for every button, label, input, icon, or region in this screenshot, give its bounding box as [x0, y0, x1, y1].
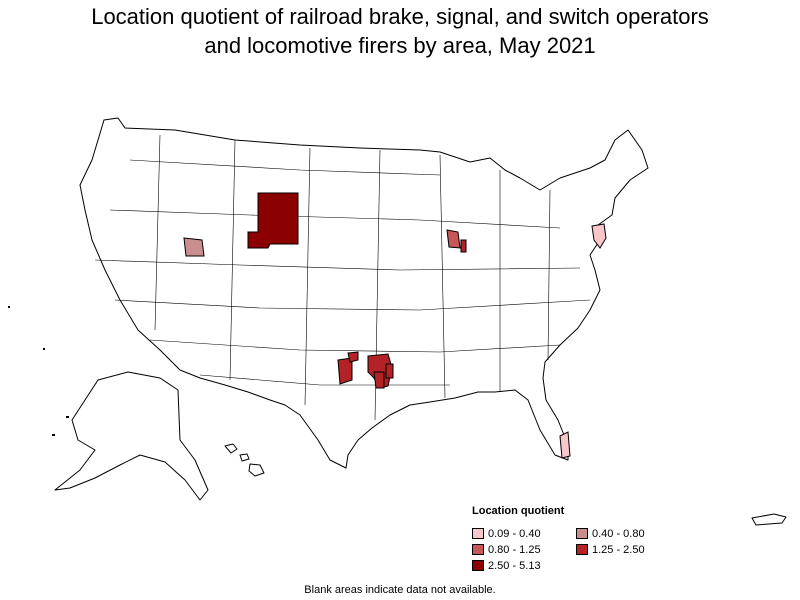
legend-item-3: 1.25 - 2.50 — [576, 543, 676, 556]
legend-label: 0.09 - 0.40 — [488, 527, 541, 540]
hawaii-island-1 — [224, 443, 238, 454]
area-north-texas-far-east — [385, 363, 394, 379]
title-line-2: and locomotive firers by area, May 2021 — [204, 33, 596, 58]
area-boundaries — [94, 134, 591, 421]
legend-label: 1.25 - 2.50 — [592, 543, 645, 556]
footnote: Blank areas indicate data not available. — [304, 584, 496, 596]
alaska-outline — [54, 371, 209, 501]
legend-swatch — [472, 544, 484, 555]
area-texas-oklahoma-border — [347, 351, 359, 363]
island-specks — [8, 306, 69, 436]
legend-label: 0.40 - 0.80 — [592, 527, 645, 540]
title-line-1: Location quotient of railroad brake, sig… — [91, 4, 709, 29]
legend-grid: 0.09 - 0.40 0.40 - 0.80 0.80 - 1.25 1.25… — [472, 527, 712, 572]
legend-label: 2.50 - 5.13 — [488, 559, 541, 572]
area-northern-utah — [183, 237, 205, 257]
legend-swatch — [472, 560, 484, 571]
legend-item-0: 0.09 - 0.40 — [472, 527, 576, 540]
legend-swatch — [472, 528, 484, 539]
legend-swatch — [576, 544, 588, 555]
continental-us-outline — [79, 117, 649, 469]
legend-item-1: 0.40 - 0.80 — [576, 527, 676, 540]
hawaii-island-3 — [248, 463, 265, 477]
map-title: Location quotient of railroad brake, sig… — [0, 2, 800, 60]
legend-label: 0.80 - 1.25 — [488, 543, 541, 556]
area-eastern-pa-nj — [591, 223, 607, 249]
legend-item-4: 2.50 - 5.13 — [472, 559, 576, 572]
legend: Location quotient 0.09 - 0.40 0.40 - 0.8… — [472, 505, 712, 572]
area-central-indiana — [460, 239, 467, 253]
area-north-texas-east — [373, 371, 385, 389]
puerto-rico-outline — [751, 513, 787, 526]
area-west-texas — [337, 357, 353, 385]
area-southeast-florida — [559, 431, 571, 459]
legend-item-2: 0.80 - 1.25 — [472, 543, 576, 556]
hawaii-island-2 — [239, 453, 250, 462]
area-northwest-indiana — [446, 229, 461, 249]
legend-swatch — [576, 528, 588, 539]
area-wyoming — [247, 192, 299, 249]
legend-title: Location quotient — [472, 505, 565, 517]
